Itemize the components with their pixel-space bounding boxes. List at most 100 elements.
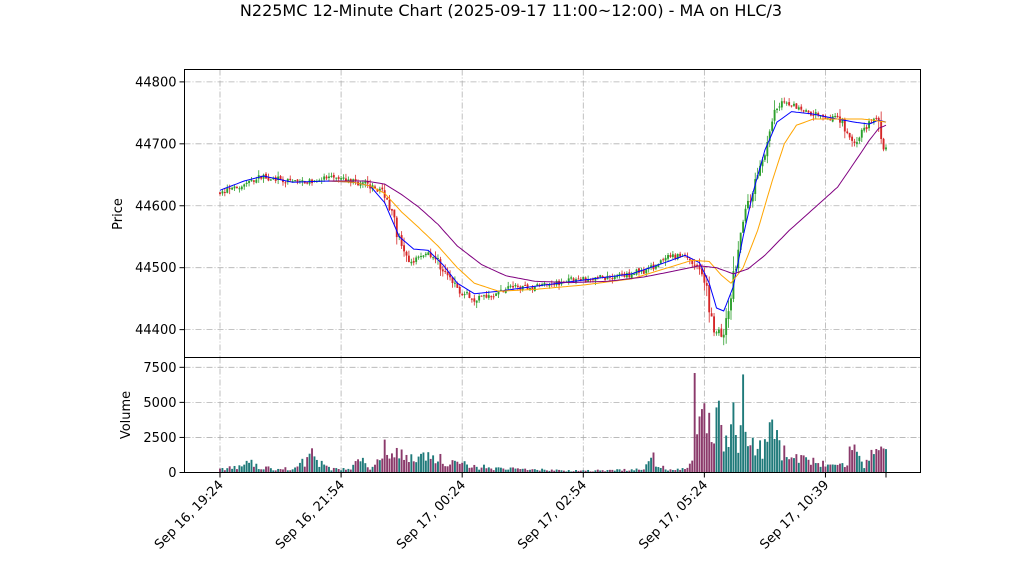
candle-body xyxy=(805,110,808,112)
volume-bar xyxy=(337,469,340,473)
candle-body xyxy=(325,176,328,179)
volume-bar xyxy=(570,471,573,473)
candle-body xyxy=(282,179,284,183)
candle-body xyxy=(468,292,471,299)
volume-bar xyxy=(487,467,490,473)
volume-bars xyxy=(219,373,887,473)
volume-bar xyxy=(659,467,662,473)
candle-body xyxy=(790,105,793,107)
volume-bar xyxy=(269,468,272,473)
candle-body xyxy=(807,110,810,113)
candle-body xyxy=(577,278,580,280)
candle-body xyxy=(618,273,621,276)
candle-body xyxy=(238,188,241,190)
candle-body xyxy=(696,264,699,267)
volume-bar xyxy=(713,443,716,473)
volume-bar xyxy=(422,452,425,473)
candle-body xyxy=(374,186,376,189)
volume-bar xyxy=(497,467,500,473)
chart-title: N225MC 12-Minute Chart (2025-09-17 11:00… xyxy=(240,1,782,20)
volume-bar xyxy=(558,469,561,473)
volume-bar xyxy=(608,469,611,473)
volume-bar xyxy=(308,453,311,473)
volume-bar xyxy=(635,468,638,473)
candle-body xyxy=(744,208,747,222)
volume-bar xyxy=(323,464,326,473)
candle-body xyxy=(613,276,616,280)
volume-bar xyxy=(783,445,786,473)
volume-bar xyxy=(478,469,481,473)
volume-bar xyxy=(483,464,485,473)
candle-body xyxy=(492,296,495,298)
price-y-axis-ticks: 44400 44500 44600 44700 44800 xyxy=(135,75,185,338)
candle-body xyxy=(802,110,805,112)
volume-bar xyxy=(851,450,854,473)
candle-body xyxy=(754,179,757,194)
moving-average-line-ma_long xyxy=(329,124,887,284)
candle-body xyxy=(788,102,791,106)
candle-body xyxy=(245,182,248,185)
volume-bar xyxy=(669,469,672,473)
candle-body xyxy=(567,278,570,282)
volume-bar xyxy=(870,449,873,473)
volume-bar xyxy=(754,455,757,473)
candle-body xyxy=(328,176,330,179)
candle-body xyxy=(659,260,662,264)
volume-bar xyxy=(771,419,774,473)
volume-bar xyxy=(676,468,679,473)
price-candles xyxy=(219,97,887,346)
volume-bar xyxy=(248,462,251,473)
volume-bar xyxy=(512,467,514,473)
volume-bar xyxy=(710,442,713,473)
volume-bar xyxy=(681,468,684,473)
candle-body xyxy=(638,268,640,273)
candle-body xyxy=(589,279,592,281)
candle-body xyxy=(608,276,611,278)
candle-body xyxy=(306,182,309,184)
candle-body xyxy=(473,298,476,302)
candle-body xyxy=(512,286,514,288)
candle-body xyxy=(611,278,614,280)
candle-body xyxy=(572,278,575,282)
x-tick-label: Sep 17, 02:54 xyxy=(515,478,590,553)
volume-bar xyxy=(303,466,306,473)
candle-body xyxy=(267,177,270,181)
volume-bar xyxy=(751,437,754,473)
candle-body xyxy=(228,187,231,190)
volume-bar xyxy=(383,439,386,473)
volume-bar xyxy=(330,470,333,473)
volume-bar xyxy=(679,469,682,473)
volume-bar xyxy=(526,470,529,473)
candle-body xyxy=(720,328,723,337)
volume-bar xyxy=(446,466,449,473)
candle-body xyxy=(405,251,408,256)
volume-bar xyxy=(780,460,783,473)
candle-body xyxy=(410,261,413,264)
volume-bar xyxy=(424,460,427,473)
candle-body xyxy=(737,249,740,269)
volume-bar xyxy=(759,440,762,473)
candle-body xyxy=(378,188,381,191)
volume-bar xyxy=(831,464,834,473)
candle-body xyxy=(601,275,604,277)
volume-bar xyxy=(279,469,282,473)
candle-body xyxy=(366,180,369,184)
volume-bar xyxy=(667,470,669,473)
volume-bar xyxy=(262,469,265,473)
volume-bar xyxy=(633,470,636,473)
volume-bar xyxy=(715,407,718,473)
volume-bar xyxy=(805,457,808,473)
candle-body xyxy=(674,254,677,260)
price-y-tick-label: 44400 xyxy=(135,323,176,338)
candle-body xyxy=(669,255,672,257)
volume-bar xyxy=(354,461,357,473)
volume-bar xyxy=(286,470,289,473)
candle-body xyxy=(332,174,335,178)
candle-body xyxy=(424,253,427,256)
volume-bar xyxy=(507,469,510,473)
candle-body xyxy=(478,295,481,301)
volume-bar xyxy=(594,470,597,473)
volume-bar xyxy=(560,470,563,473)
candle-body xyxy=(853,141,856,144)
